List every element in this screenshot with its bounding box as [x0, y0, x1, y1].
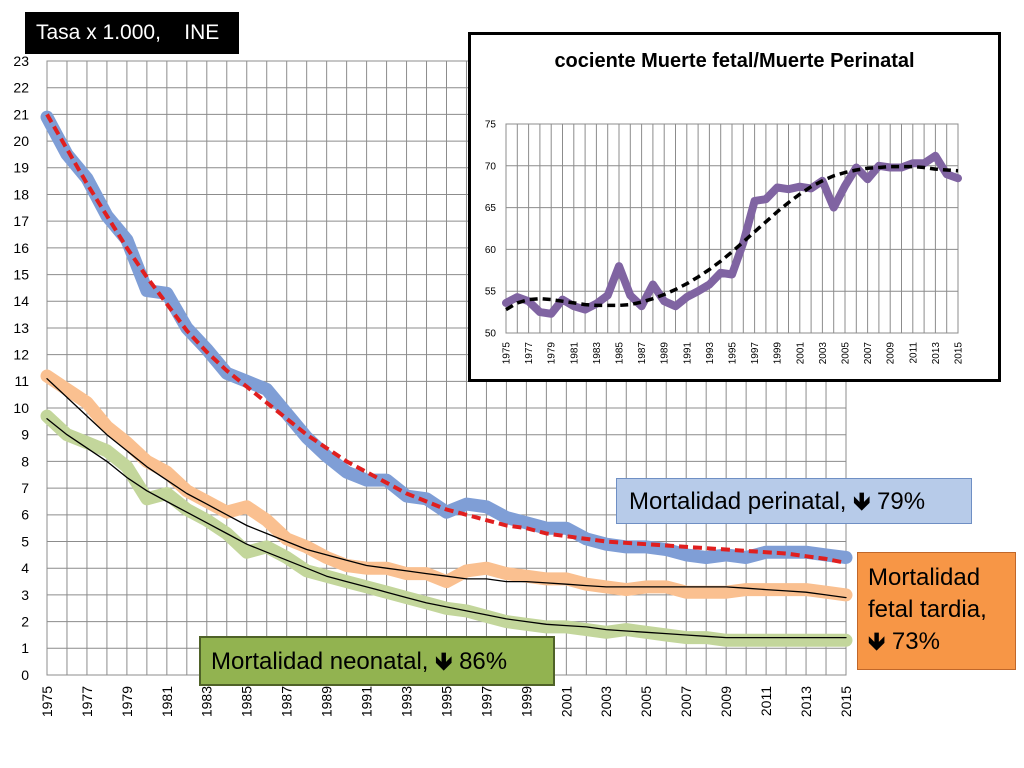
x-tick-label: 1993: [398, 686, 414, 717]
x-tick-label: 2015: [954, 342, 965, 365]
x-tick-label: 1985: [239, 686, 255, 717]
x-tick-label: 1987: [637, 342, 648, 365]
y-tick-label: 6: [21, 507, 29, 523]
x-tick-label: 1999: [518, 686, 534, 717]
y-tick-label: 19: [13, 160, 29, 176]
x-tick-label: 1975: [39, 686, 55, 717]
series-line-mortalidad-perinatal: [40, 110, 853, 564]
series-line-mortalidad-fetal-tardia-tendencia: [46, 378, 847, 599]
x-tick-label: 2013: [798, 686, 814, 717]
neonatal-callout-label: Mortalidad neonatal,: [211, 648, 429, 675]
y-tick-label: 13: [13, 320, 29, 336]
y-tick-label: 20: [13, 133, 29, 149]
y-tick-label: 15: [13, 266, 29, 282]
y-tick-label: 11: [14, 373, 29, 389]
x-tick-label: 1979: [119, 686, 135, 717]
y-tick-label: 2: [21, 614, 29, 630]
y-tick-label: 5: [21, 533, 29, 549]
perinatal-callout: Mortalidad perinatal, 🡻 79%: [616, 478, 972, 524]
x-tick-label: 1979: [547, 342, 558, 365]
y-tick-label: 1: [21, 640, 29, 656]
y-tick-label: 12: [13, 347, 29, 363]
down-arrow-icon: 🡻: [435, 648, 453, 675]
y-tick-label: 70: [485, 161, 497, 172]
x-tick-label: 1989: [660, 342, 671, 365]
neonatal-callout: Mortalidad neonatal, 🡻 86%: [199, 636, 555, 686]
x-tick-label: 2005: [841, 342, 852, 365]
x-tick-label: 2003: [598, 686, 614, 717]
series-line-mortalidad-neonatal: [40, 409, 853, 647]
x-tick-label: 2009: [718, 686, 734, 717]
series-line-mortalidad-neonatal-tendencia: [46, 418, 847, 639]
y-tick-label: 16: [13, 240, 29, 256]
x-tick-label: 1983: [592, 342, 603, 365]
y-tick-label: 3: [21, 587, 29, 603]
inset-chart-title: cociente Muerte fetal/Muerte Perinatal: [554, 50, 915, 72]
x-tick-label: 1985: [615, 342, 626, 365]
grid-lines: [505, 123, 959, 334]
x-tick-label: 2013: [931, 342, 942, 365]
series-line-mortalidad-fetal-tardia: [40, 369, 853, 602]
y-tick-label: 17: [13, 213, 29, 229]
fetal-callout-line1: Mortalidad: [868, 564, 981, 591]
x-tick-label: 1995: [728, 342, 739, 365]
y-tick-label: 55: [485, 287, 497, 298]
x-tick-label: 1981: [159, 686, 175, 717]
y-tick-label: 4: [21, 560, 29, 576]
x-tick-label: 2007: [678, 686, 694, 717]
fetal-callout-line2: fetal tardia,: [868, 596, 987, 623]
y-tick-label: 9: [21, 427, 29, 443]
fetal-callout-pct: 73%: [891, 628, 940, 655]
y-tick-label: 22: [13, 80, 29, 96]
x-tick-label: 1977: [79, 686, 95, 717]
source-tag: Tasa x 1.000, INE: [25, 12, 239, 54]
x-tick-label: 2001: [795, 342, 806, 365]
y-tick-label: 14: [13, 293, 29, 309]
fetal-callout-pct-row: 🡻 73%: [868, 626, 1015, 658]
y-tick-label: 75: [485, 120, 497, 131]
x-tick-label: 1977: [524, 342, 535, 365]
y-tick-label: 23: [13, 53, 29, 69]
x-tick-label: 2007: [863, 342, 874, 365]
fetal-callout: Mortalidad fetal tardia, 🡻 73%: [857, 552, 1016, 670]
x-tick-label: 2015: [838, 686, 854, 717]
x-tick-label: 1989: [319, 686, 335, 717]
x-tick-label: 2011: [908, 342, 919, 364]
y-tick-label: 60: [485, 245, 497, 256]
y-tick-label: 50: [485, 329, 497, 340]
x-tick-label: 2005: [638, 686, 654, 717]
x-tick-label: 2001: [558, 686, 574, 717]
x-tick-label: 2011: [758, 686, 774, 716]
y-tick-label: 8: [21, 453, 29, 469]
perinatal-callout-pct: 79%: [877, 488, 926, 515]
down-arrow-icon: 🡻: [853, 488, 871, 515]
x-tick-label: 2003: [818, 342, 829, 365]
x-tick-label: 1993: [705, 342, 716, 365]
neonatal-callout-pct: 86%: [459, 648, 508, 675]
x-tick-label: 1987: [279, 686, 295, 717]
x-tick-label: 1997: [478, 686, 494, 717]
perinatal-callout-label: Mortalidad perinatal,: [629, 488, 847, 515]
y-tick-label: 65: [485, 203, 497, 214]
y-tick-label: 0: [21, 667, 29, 683]
x-tick-label: 1995: [438, 686, 454, 717]
x-tick-label: 1999: [773, 342, 784, 365]
x-tick-label: 1983: [199, 686, 215, 717]
x-tick-label: 2009: [886, 342, 897, 365]
y-tick-label: 10: [13, 400, 29, 416]
y-tick-label: 7: [21, 480, 29, 496]
inset-line-chart: 50 55 60 65 70 75 1975 1977 1979 1981 1983 1985 1987…: [485, 120, 965, 365]
x-tick-label: 1997: [750, 342, 761, 365]
x-tick-label: 1991: [359, 686, 375, 717]
down-arrow-icon: 🡻: [868, 628, 886, 655]
y-tick-label: 18: [13, 186, 29, 202]
x-tick-label: 1975: [502, 342, 513, 365]
x-tick-label: 1991: [682, 342, 693, 365]
series-line-mortalidad-perinatal-tendencia: [45, 113, 847, 565]
x-tick-label: 1981: [569, 342, 580, 365]
inset-chart-panel: cociente Muerte fetal/Muerte Perinatal 5…: [468, 32, 1001, 382]
series-line-tendencia: [505, 164, 959, 312]
y-tick-label: 21: [13, 106, 29, 122]
